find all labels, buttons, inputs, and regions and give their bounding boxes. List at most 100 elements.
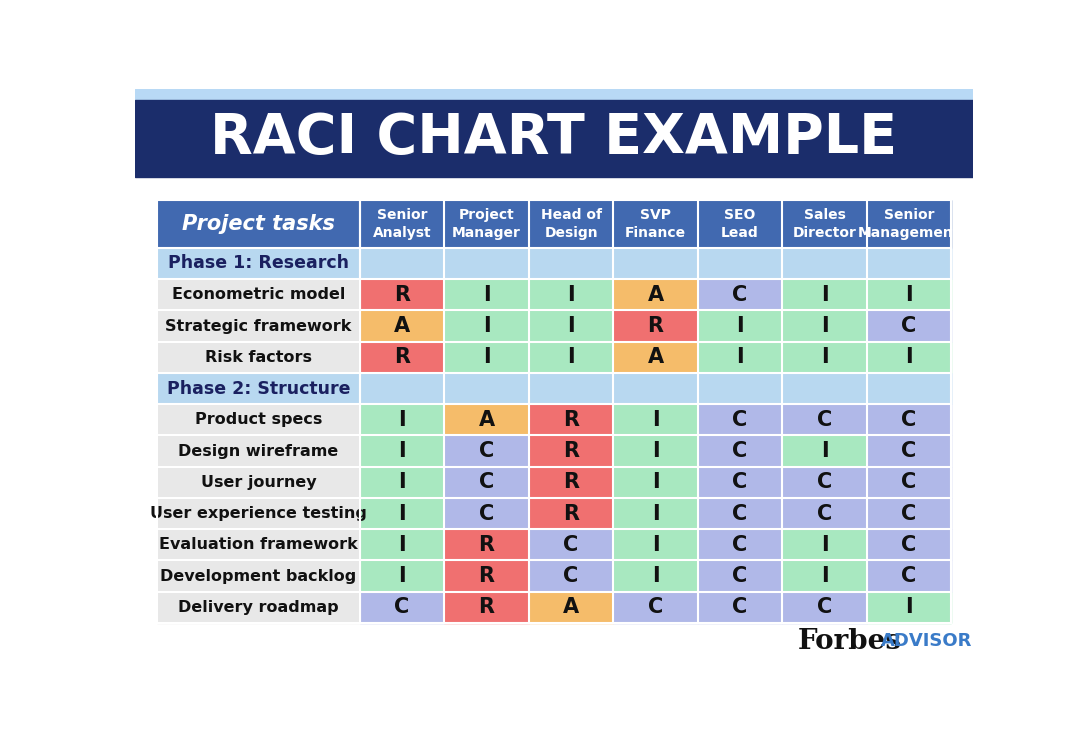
Bar	[867, 279, 951, 311]
Bar	[529, 592, 613, 623]
Text: I: I	[568, 347, 575, 367]
Bar	[444, 498, 529, 529]
Text: C: C	[733, 535, 748, 555]
Bar	[529, 560, 613, 592]
Text: Delivery roadmap: Delivery roadmap	[178, 600, 338, 615]
Text: I: I	[652, 535, 659, 555]
Bar	[613, 529, 697, 560]
Text: R: R	[648, 316, 664, 336]
Text: Econometric model: Econometric model	[172, 288, 345, 302]
Text: RACI CHART EXAMPLE: RACI CHART EXAMPLE	[211, 112, 897, 165]
Text: I: I	[483, 285, 491, 305]
Bar	[444, 248, 529, 279]
Text: R: R	[395, 347, 410, 367]
Text: I: I	[905, 285, 912, 305]
Bar	[697, 405, 783, 435]
Text: Sales
Director: Sales Director	[792, 209, 856, 240]
Text: C: C	[902, 472, 917, 492]
Text: Evaluation framework: Evaluation framework	[159, 537, 358, 552]
Text: I: I	[820, 566, 828, 586]
Bar	[444, 279, 529, 311]
Text: A: A	[395, 316, 410, 336]
Text: A: A	[479, 410, 495, 430]
Bar	[157, 248, 951, 279]
Text: I: I	[398, 504, 406, 524]
Bar	[529, 529, 613, 560]
Bar	[444, 342, 529, 373]
Bar	[613, 466, 697, 498]
Text: C: C	[733, 441, 748, 461]
Text: Strategic framework: Strategic framework	[165, 319, 351, 334]
Text: SVP
Finance: SVP Finance	[625, 209, 686, 240]
Bar	[157, 405, 360, 435]
Bar	[697, 592, 783, 623]
Text: C: C	[817, 472, 832, 492]
Text: I: I	[905, 597, 912, 618]
Bar	[360, 248, 444, 279]
Bar	[783, 405, 867, 435]
Text: R: R	[563, 441, 579, 461]
Bar	[697, 373, 783, 405]
Text: I: I	[568, 285, 575, 305]
Bar	[360, 279, 444, 311]
Bar	[529, 435, 613, 466]
Text: C: C	[479, 472, 494, 492]
Text: R: R	[479, 566, 495, 586]
Text: User journey: User journey	[201, 475, 316, 489]
Bar	[444, 435, 529, 466]
Text: I: I	[820, 316, 828, 336]
Text: Development backlog: Development backlog	[160, 568, 357, 583]
Text: C: C	[479, 504, 494, 524]
Bar	[783, 311, 867, 342]
Bar	[157, 498, 360, 529]
Bar	[157, 311, 360, 342]
Text: I: I	[820, 347, 828, 367]
Bar	[783, 435, 867, 466]
Bar	[360, 560, 444, 592]
Bar	[783, 529, 867, 560]
Bar	[613, 248, 697, 279]
Bar	[157, 435, 360, 466]
Bar	[360, 311, 444, 342]
Text: C: C	[902, 441, 917, 461]
Bar	[360, 592, 444, 623]
Bar	[444, 405, 529, 435]
Bar	[360, 405, 444, 435]
Text: Risk factors: Risk factors	[205, 349, 311, 365]
Bar	[867, 248, 951, 279]
Text: I: I	[820, 441, 828, 461]
Text: A: A	[648, 347, 664, 367]
Bar	[157, 592, 360, 623]
Text: I: I	[820, 285, 828, 305]
Text: I: I	[568, 316, 575, 336]
Bar	[360, 435, 444, 466]
Bar	[783, 342, 867, 373]
Bar	[613, 498, 697, 529]
Bar	[529, 466, 613, 498]
Text: C: C	[902, 316, 917, 336]
Text: Project tasks: Project tasks	[182, 214, 335, 234]
Bar	[529, 498, 613, 529]
Bar	[613, 405, 697, 435]
Text: C: C	[733, 597, 748, 618]
Bar	[613, 279, 697, 311]
Bar	[529, 405, 613, 435]
Bar	[444, 373, 529, 405]
Text: Product specs: Product specs	[195, 412, 322, 428]
Bar	[529, 373, 613, 405]
Bar	[157, 200, 951, 248]
Bar	[360, 529, 444, 560]
Bar	[697, 529, 783, 560]
Bar	[360, 342, 444, 373]
Bar	[867, 560, 951, 592]
Bar	[697, 279, 783, 311]
Bar	[867, 435, 951, 466]
Text: R: R	[395, 285, 410, 305]
Text: Phase 1: Research: Phase 1: Research	[168, 255, 349, 273]
Text: C: C	[648, 597, 663, 618]
Text: C: C	[733, 410, 748, 430]
Text: Design wireframe: Design wireframe	[178, 443, 338, 459]
Bar	[444, 311, 529, 342]
Text: I: I	[736, 316, 744, 336]
Text: I: I	[398, 535, 406, 555]
